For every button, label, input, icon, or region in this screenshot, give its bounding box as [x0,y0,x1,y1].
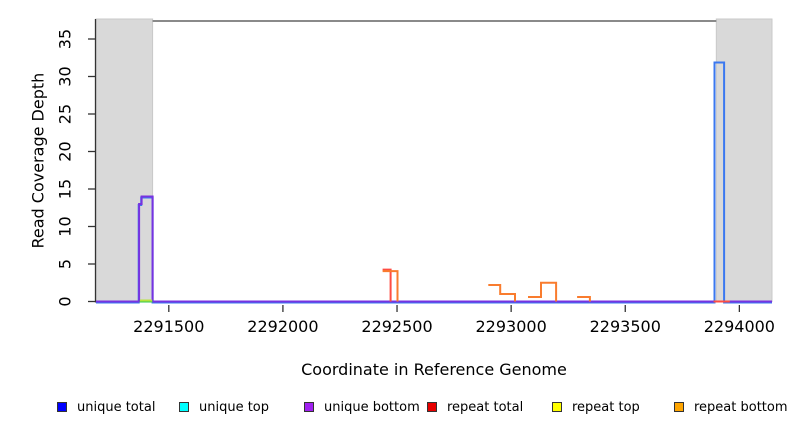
legend-item-unique-top: unique top [179,398,269,416]
y-axis-title: Read Coverage Depth [28,72,48,249]
x-tick-label: 2291500 [133,317,204,336]
x-tick-label: 2292000 [247,317,318,336]
repeat-top-swatch-icon [552,402,562,412]
legend-item-unique-total: unique total [57,398,155,416]
y-tick-label: 0 [56,296,75,306]
unique-bottom-swatch-icon [304,402,314,412]
shaded-region-masked-right [715,18,773,302]
repeat-total-swatch-icon [427,402,437,412]
shaded-region-masked-left [95,18,154,302]
x-tick-label: 2293000 [476,317,547,336]
y-tick-label: 20 [56,141,75,161]
series-repeat-bottom [382,270,399,302]
y-tick-label: 10 [56,216,75,236]
y-tick-label: 15 [56,179,75,199]
x-tick-label: 2292500 [361,317,432,336]
series-repeat-bottom [528,281,558,302]
x-axis-title: Coordinate in Reference Genome [301,360,567,379]
legend-label: unique bottom [324,399,420,415]
legend-label: unique top [199,399,270,415]
series-unique-total [96,61,772,304]
series-unique-bottom [96,195,772,303]
legend-label: repeat bottom [694,399,788,415]
legend-label: repeat top [572,399,640,415]
legend-item-repeat-bottom: repeat bottom [674,398,788,416]
legend-label: repeat total [447,399,524,415]
x-tick-label: 2293500 [590,317,661,336]
unique-top-swatch-icon [179,402,189,412]
x-tick-label: 2294000 [704,317,775,336]
y-tick-label: 25 [56,104,75,124]
legend: unique total unique top unique bottom re… [0,398,792,420]
legend-item-unique-bottom: unique bottom [304,398,420,416]
repeat-bottom-swatch-icon [674,402,684,412]
y-tick-label: 5 [56,259,75,269]
series-repeat-bottom [577,296,591,302]
y-tick-label: 30 [56,66,75,86]
unique-total-swatch-icon [57,402,67,412]
y-tick-label: 35 [56,29,75,49]
legend-item-repeat-total: repeat total [427,398,523,416]
series-repeat-bottom [488,284,516,302]
legend-item-repeat-top: repeat top [552,398,640,416]
series-repeat-total [382,268,392,302]
legend-label: unique total [77,399,156,415]
